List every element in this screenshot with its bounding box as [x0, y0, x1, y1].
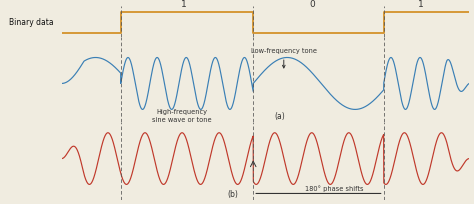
Text: High-frequency
sine wave or tone: High-frequency sine wave or tone	[152, 109, 212, 123]
Text: 1: 1	[418, 0, 423, 9]
Text: 0: 0	[310, 0, 315, 9]
Text: Binary data: Binary data	[9, 18, 54, 27]
Text: (b): (b)	[228, 190, 238, 199]
Text: 180° phase shifts: 180° phase shifts	[305, 185, 364, 192]
Text: Low-frequency tone: Low-frequency tone	[251, 48, 317, 68]
Text: (a): (a)	[274, 112, 285, 121]
Text: 1: 1	[181, 0, 187, 9]
